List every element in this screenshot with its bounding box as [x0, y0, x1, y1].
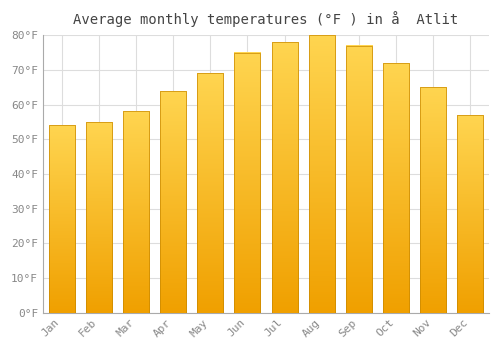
- Bar: [160, 91, 186, 313]
- Bar: [458, 115, 483, 313]
- Bar: [197, 74, 223, 313]
- Title: Average monthly temperatures (°F ) in å  Atlit: Average monthly temperatures (°F ) in å …: [74, 11, 458, 27]
- Bar: [272, 42, 297, 313]
- Bar: [346, 46, 372, 313]
- Bar: [123, 112, 149, 313]
- Bar: [420, 87, 446, 313]
- Bar: [86, 122, 112, 313]
- Bar: [48, 125, 74, 313]
- Bar: [383, 63, 409, 313]
- Bar: [234, 52, 260, 313]
- Bar: [308, 35, 334, 313]
